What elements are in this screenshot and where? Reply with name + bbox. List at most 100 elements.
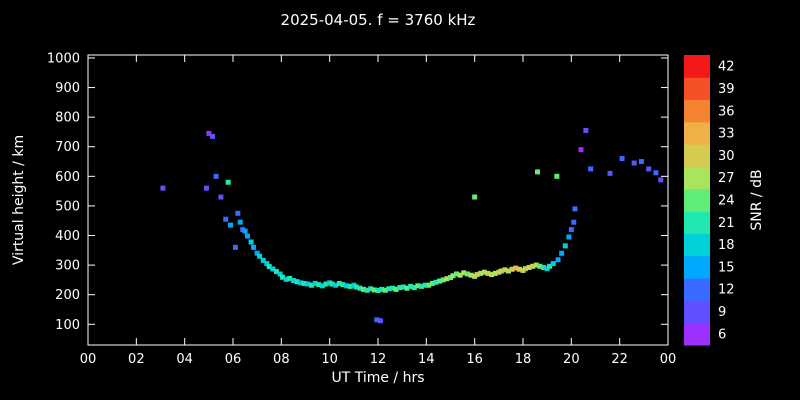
scatter-point xyxy=(526,264,532,270)
scatter-point xyxy=(415,283,421,289)
scatter-point xyxy=(309,282,315,288)
scatter-point xyxy=(382,287,388,293)
scatter-point xyxy=(478,270,484,276)
scatter-point xyxy=(555,257,561,263)
scatter-point xyxy=(347,283,353,289)
scatter-point xyxy=(506,268,511,274)
colorbar-band xyxy=(684,99,710,123)
scatter-point xyxy=(266,264,272,270)
scatter-point xyxy=(454,271,460,277)
colorbar-band xyxy=(684,255,710,279)
y-tick-label: 700 xyxy=(55,140,80,155)
x-tick-label: 02 xyxy=(128,352,145,367)
scatter-point xyxy=(464,271,470,277)
colorbar-band xyxy=(684,77,710,101)
scatter-point xyxy=(440,277,446,283)
scatter-point xyxy=(333,282,339,288)
x-tick-label: 00 xyxy=(660,352,677,367)
scatter-point xyxy=(329,281,335,287)
scatter-point xyxy=(336,280,342,286)
scatter-point xyxy=(316,282,322,288)
scatter-point xyxy=(457,272,463,278)
scatter-point xyxy=(203,185,209,191)
scatter-point xyxy=(535,169,540,175)
scatter-point xyxy=(502,267,508,273)
scatter-point xyxy=(533,262,539,268)
scatter-point xyxy=(530,263,536,269)
scatter-point xyxy=(371,287,377,293)
colorbar-band xyxy=(684,55,710,78)
scatter-point xyxy=(566,234,572,240)
scatter-point xyxy=(658,177,664,183)
scatter-point xyxy=(323,281,329,287)
colorbar-band xyxy=(684,144,710,168)
scatter-point xyxy=(225,179,231,185)
scatter-point xyxy=(386,286,392,292)
colorbar-tick-label: 15 xyxy=(718,260,735,275)
scatter-point xyxy=(361,286,366,292)
colorbar-tick-label: 36 xyxy=(718,104,735,119)
scatter-point xyxy=(274,269,279,275)
scatter-point xyxy=(411,285,417,291)
scatter-point xyxy=(468,272,474,278)
scatter-point xyxy=(375,288,381,294)
scatter-point xyxy=(301,280,307,286)
scatter-point xyxy=(429,280,435,286)
scatter-point xyxy=(568,227,574,233)
scatter-point xyxy=(312,280,318,286)
colorbar-tick-label: 27 xyxy=(718,171,735,186)
scatter-point xyxy=(562,243,568,249)
scatter-point xyxy=(206,130,212,136)
colorbar-band xyxy=(684,322,710,346)
colorbar-tick-label: 39 xyxy=(718,82,735,97)
scatter-point xyxy=(280,274,286,280)
scatter-point xyxy=(619,156,625,162)
scatter-point xyxy=(368,286,374,292)
scatter-point xyxy=(232,244,238,250)
scatter-point xyxy=(419,283,424,289)
scatter-point xyxy=(290,277,296,283)
scatter-point xyxy=(228,222,234,228)
scatter-point xyxy=(257,253,263,259)
x-tick-label: 12 xyxy=(370,352,387,367)
scatter-point xyxy=(209,133,215,139)
plot-frame xyxy=(87,54,669,346)
scatter-point xyxy=(481,269,487,275)
scatter-point xyxy=(509,266,515,272)
chart-title: 2025-04-05. f = 3760 kHz xyxy=(280,11,476,29)
colorbar-band xyxy=(684,211,710,234)
scatter-point xyxy=(444,276,450,282)
scatter-point xyxy=(433,279,439,285)
scatter-point xyxy=(474,272,480,278)
scatter-point xyxy=(379,286,385,292)
colorbar-tick-label: 24 xyxy=(718,194,735,209)
colorbar-tick-label: 6 xyxy=(718,327,726,342)
x-tick-label: 08 xyxy=(273,352,290,367)
colorbar-band xyxy=(684,278,710,301)
scatter-point xyxy=(541,264,547,270)
colorbar-tick-label: 21 xyxy=(718,216,735,231)
x-tick-label: 06 xyxy=(225,352,242,367)
colorbar-band xyxy=(684,233,710,257)
scatter-point xyxy=(319,283,325,289)
scatter-point xyxy=(242,228,248,234)
scatter-point xyxy=(213,173,219,179)
scatter-point xyxy=(578,147,584,153)
scatter-point xyxy=(607,170,613,176)
y-tick-label: 200 xyxy=(55,288,80,303)
scatter-point xyxy=(235,210,241,216)
y-tick-label: 400 xyxy=(55,229,80,244)
scatter-point xyxy=(397,285,403,291)
scatter-point xyxy=(583,127,589,133)
scatter-point xyxy=(254,250,260,256)
x-tick-label: 04 xyxy=(176,352,193,367)
scatter-point xyxy=(353,284,359,290)
colorbar-band xyxy=(684,166,710,190)
y-tick-label: 300 xyxy=(55,259,80,274)
scatter-point xyxy=(572,206,578,212)
scatter-point xyxy=(489,272,495,278)
scatter-point xyxy=(522,266,528,272)
scatter-point xyxy=(472,194,478,200)
colorbar-label: SNR / dB xyxy=(749,169,765,231)
scatter-point xyxy=(260,257,266,263)
